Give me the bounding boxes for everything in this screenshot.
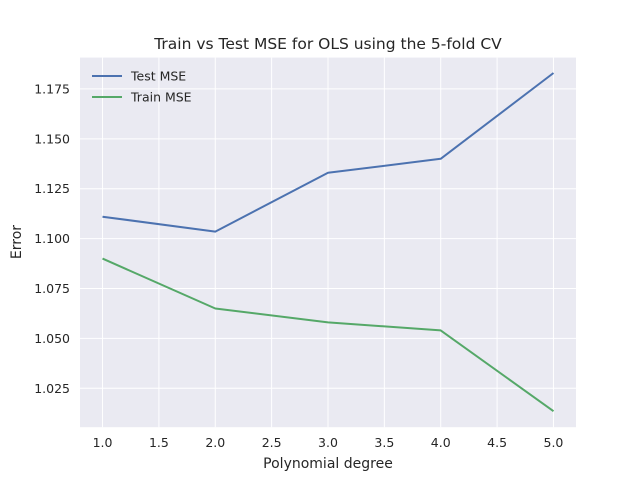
y-tick-label: 1.050 [34,331,70,346]
x-axis-label: Polynomial degree [263,456,393,472]
x-tick-label: 4.0 [431,435,451,450]
series-lines [102,72,555,413]
x-tick-label: 3.5 [374,435,394,450]
legend: Test MSE Train MSE [92,69,192,105]
y-tick-label: 1.075 [34,281,70,296]
x-tick-label: 3.0 [318,435,338,450]
x-tick-label: 1.0 [93,435,113,450]
legend-label-train-mse: Train MSE [130,90,192,105]
y-axis-label: Error [9,225,25,259]
x-tick-label: 1.5 [149,435,169,450]
x-tick-label: 2.0 [205,435,225,450]
y-tick-labels: 1.025 1.050 1.075 1.100 1.125 1.150 1.175 [34,81,70,395]
x-tick-label: 2.5 [262,435,282,450]
y-tick-label: 1.100 [34,231,70,246]
chart-title: Train vs Test MSE for OLS using the 5-fo… [153,35,502,53]
grid-lines [80,57,576,428]
y-tick-label: 1.125 [34,181,70,196]
y-tick-label: 1.175 [34,81,70,96]
x-tick-labels: 1.0 1.5 2.0 2.5 3.0 3.5 4.0 4.5 5.0 [93,435,564,450]
series-line-train-mse [102,257,555,413]
y-tick-label: 1.150 [34,131,70,146]
y-tick-label: 1.025 [34,381,70,396]
x-tick-label: 5.0 [544,435,564,450]
legend-label-test-mse: Test MSE [130,69,186,84]
series-line-test-mse [102,72,555,233]
x-tick-label: 4.5 [487,435,507,450]
